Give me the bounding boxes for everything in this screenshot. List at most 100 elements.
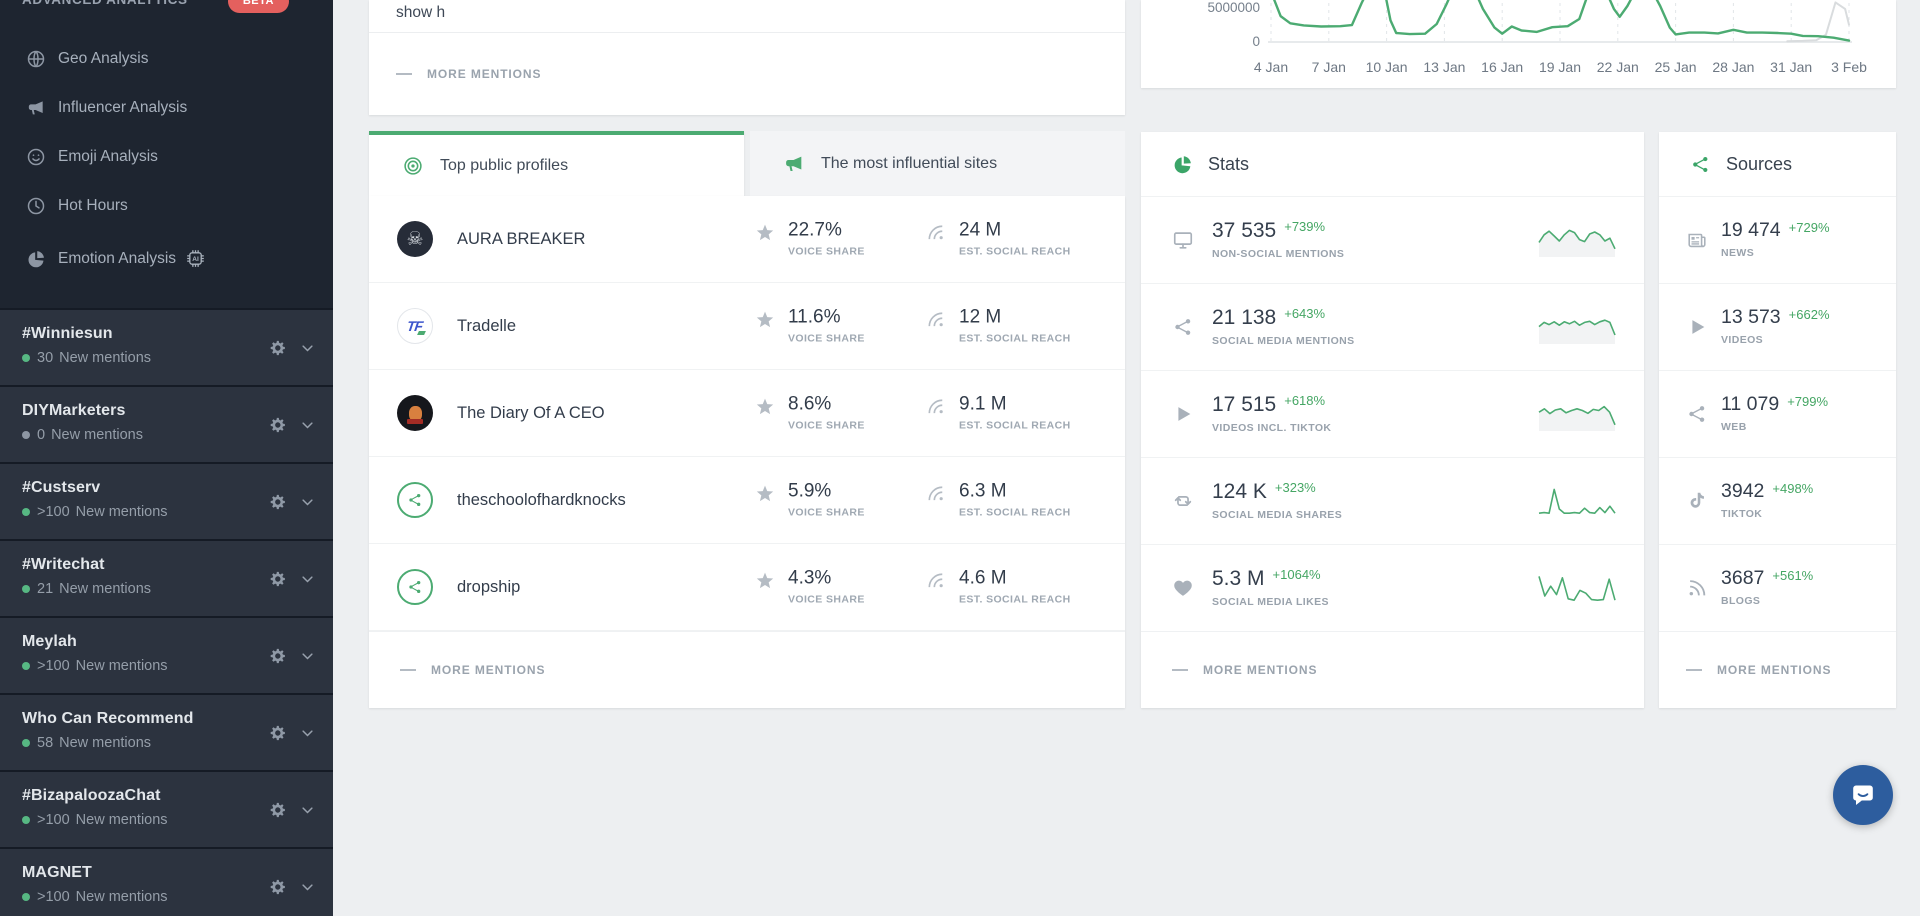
beta-badge: BETA bbox=[227, 0, 289, 13]
clock-icon bbox=[26, 196, 46, 216]
sidebar-item-geo-analysis[interactable]: Geo Analysis bbox=[0, 34, 333, 83]
gear-icon[interactable] bbox=[268, 723, 287, 742]
share-icon bbox=[1690, 154, 1711, 175]
sidebar-item-influencer-analysis[interactable]: Influencer Analysis bbox=[0, 83, 333, 132]
gear-icon[interactable] bbox=[268, 877, 287, 896]
star-icon[interactable] bbox=[755, 484, 775, 519]
project-row-diymarketers[interactable]: DIYMarketers 0 New mentions bbox=[0, 385, 333, 462]
status-dot bbox=[22, 431, 30, 439]
chevron-down-icon[interactable] bbox=[300, 879, 315, 894]
project-row-writechat[interactable]: #Writechat 21 New mentions bbox=[0, 539, 333, 616]
more-mentions-label: MORE MENTIONS bbox=[427, 66, 542, 81]
svg-text:25 Jan: 25 Jan bbox=[1655, 59, 1697, 75]
chevron-down-icon[interactable] bbox=[300, 802, 315, 817]
gear-icon[interactable] bbox=[268, 492, 287, 511]
svg-text:22 Jan: 22 Jan bbox=[1597, 59, 1639, 75]
sidebar-item-hot-hours[interactable]: Hot Hours bbox=[0, 181, 333, 230]
source-row-tiktok[interactable]: 3942 +498% TIKTOK bbox=[1659, 457, 1896, 544]
project-row-who-can-recommend[interactable]: Who Can Recommend 58 New mentions bbox=[0, 693, 333, 770]
voice-share-label: VOICE SHARE bbox=[788, 332, 865, 345]
svg-text:10 Jan: 10 Jan bbox=[1366, 59, 1408, 75]
new-mentions-label: New mentions bbox=[75, 658, 168, 674]
stat-row-social-media-mentions[interactable]: 21 138 +643% SOCIAL MEDIA MENTIONS bbox=[1141, 283, 1644, 370]
project-row-custserv[interactable]: #Custserv >100 New mentions bbox=[0, 462, 333, 539]
gear-icon[interactable] bbox=[268, 646, 287, 665]
gear-icon[interactable] bbox=[268, 415, 287, 434]
reach-value: 6.3 M bbox=[959, 480, 1007, 502]
status-dot bbox=[22, 816, 30, 824]
tab-top-public-profiles[interactable]: Top public profiles bbox=[369, 131, 744, 196]
more-mentions-label: MORE MENTIONS bbox=[1717, 663, 1832, 677]
source-value: 11 079 bbox=[1721, 392, 1780, 415]
chevron-down-icon[interactable] bbox=[300, 725, 315, 740]
social-reach-icon bbox=[926, 397, 946, 432]
svg-text:0: 0 bbox=[1252, 34, 1260, 49]
star-icon[interactable] bbox=[755, 223, 775, 258]
chevron-down-icon[interactable] bbox=[300, 648, 315, 663]
avatar: ☠ bbox=[397, 221, 433, 257]
avatar bbox=[397, 482, 433, 518]
chat-widget-button[interactable] bbox=[1833, 765, 1893, 825]
sidebar-item-emotion-analysis[interactable]: Emotion Analysis AI bbox=[0, 234, 333, 283]
chevron-down-icon[interactable] bbox=[300, 417, 315, 432]
star-icon[interactable] bbox=[755, 397, 775, 432]
source-value: 3687 bbox=[1721, 566, 1765, 589]
sidebar-item-emoji-analysis[interactable]: Emoji Analysis bbox=[0, 132, 333, 181]
stat-row-social-media-shares[interactable]: 124 K +323% SOCIAL MEDIA SHARES bbox=[1141, 457, 1644, 544]
profile-row-tradelle[interactable]: TF Tradelle 11.6% VOICE SHARE 12 M EST. … bbox=[369, 283, 1125, 370]
stats-header: Stats bbox=[1141, 132, 1644, 196]
stat-row-non-social-mentions[interactable]: 37 535 +739% NON-SOCIAL MENTIONS bbox=[1141, 196, 1644, 283]
play-icon bbox=[1171, 403, 1195, 425]
project-row-winniesun[interactable]: #Winniesun 30 New mentions bbox=[0, 308, 333, 385]
stat-change: +323% bbox=[1274, 480, 1316, 495]
more-mentions-link[interactable]: MORE MENTIONS bbox=[396, 32, 541, 115]
avatar: TF bbox=[397, 308, 433, 344]
tab-most-influential-sites[interactable]: The most influential sites bbox=[750, 131, 1125, 196]
project-row-meylah[interactable]: Meylah >100 New mentions bbox=[0, 616, 333, 693]
project-row-magnet[interactable]: MAGNET >100 New mentions bbox=[0, 847, 333, 916]
reach-value: 9.1 M bbox=[959, 393, 1007, 415]
more-mentions-link[interactable]: MORE MENTIONS bbox=[1659, 631, 1896, 708]
top-public-profiles-card: ☠ AURA BREAKER 22.7% VOICE SHARE 24 M ES… bbox=[369, 196, 1125, 708]
stat-change: +643% bbox=[1284, 306, 1326, 321]
sidebar-item-label: Hot Hours bbox=[58, 196, 128, 214]
source-row-videos[interactable]: 13 573 +662% VIDEOS bbox=[1659, 283, 1896, 370]
gear-icon[interactable] bbox=[268, 569, 287, 588]
tab-label: The most influential sites bbox=[821, 154, 998, 172]
chevron-down-icon[interactable] bbox=[300, 571, 315, 586]
stat-row-social-media-likes[interactable]: 5.3 M +1064% SOCIAL MEDIA LIKES bbox=[1141, 544, 1644, 631]
profile-row-aura-breaker[interactable]: ☠ AURA BREAKER 22.7% VOICE SHARE 24 M ES… bbox=[369, 196, 1125, 283]
sources-header: Sources bbox=[1659, 132, 1896, 196]
profile-row-theschoolofhardknocks[interactable]: theschoolofhardknocks 5.9% VOICE SHARE 6… bbox=[369, 457, 1125, 544]
more-mentions-link[interactable]: MORE MENTIONS bbox=[1141, 631, 1644, 708]
social-reach-icon bbox=[926, 484, 946, 519]
stat-change: +618% bbox=[1284, 393, 1326, 408]
star-icon[interactable] bbox=[755, 571, 775, 606]
reach-metric: 12 M EST. SOCIAL REACH bbox=[926, 308, 1071, 345]
tiktok-icon bbox=[1685, 490, 1709, 512]
stat-change: +739% bbox=[1284, 219, 1326, 234]
project-subline: >100 New mentions bbox=[22, 889, 333, 905]
more-mentions-link[interactable]: MORE MENTIONS bbox=[369, 631, 1125, 708]
stat-value: 5.3 M bbox=[1212, 567, 1265, 590]
chevron-down-icon[interactable] bbox=[300, 494, 315, 509]
project-subline: >100 New mentions bbox=[22, 812, 333, 828]
project-subline: >100 New mentions bbox=[22, 658, 333, 674]
chevron-down-icon[interactable] bbox=[300, 340, 315, 355]
star-icon[interactable] bbox=[755, 310, 775, 345]
gear-icon[interactable] bbox=[268, 800, 287, 819]
svg-text:19 Jan: 19 Jan bbox=[1539, 59, 1581, 75]
avatar bbox=[397, 395, 433, 431]
profile-row-diary-of-a-ceo[interactable]: The Diary Of A CEO 8.6% VOICE SHARE 9.1 … bbox=[369, 370, 1125, 457]
profile-row-dropship[interactable]: dropship 4.3% VOICE SHARE 4.6 M EST. SOC… bbox=[369, 544, 1125, 631]
source-row-blogs[interactable]: 3687 +561% BLOGS bbox=[1659, 544, 1896, 631]
project-actions bbox=[268, 800, 315, 819]
project-name: Meylah bbox=[22, 633, 77, 650]
reach-metric: 4.6 M EST. SOCIAL REACH bbox=[926, 569, 1071, 606]
source-row-web[interactable]: 11 079 +799% WEB bbox=[1659, 370, 1896, 457]
gear-icon[interactable] bbox=[268, 338, 287, 357]
source-row-news[interactable]: 19 474 +729% NEWS bbox=[1659, 196, 1896, 283]
skull-glyph: ☠ bbox=[406, 228, 424, 250]
project-row-bizapaloozachat[interactable]: #BizapaloozaChat >100 New mentions bbox=[0, 770, 333, 847]
stat-row-videos-incl-tiktok[interactable]: 17 515 +618% VIDEOS INCL. TIKTOK bbox=[1141, 370, 1644, 457]
